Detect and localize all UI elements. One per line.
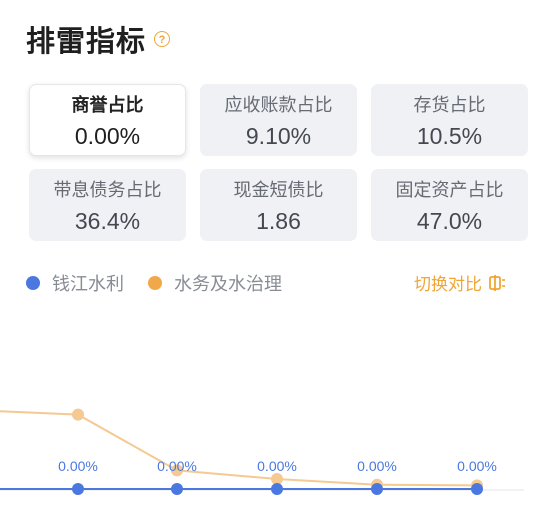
switch-compare-button[interactable]: 切换对比 bbox=[414, 270, 506, 295]
metric-label: 存货占比 bbox=[413, 94, 486, 115]
metric-grid: 商誉占比 0.00% 应收账款占比 9.10% 存货占比 10.5% 带息债务占… bbox=[29, 84, 528, 241]
data-label: 0.00% bbox=[157, 458, 197, 474]
metric-value: 36.4% bbox=[74, 207, 141, 234]
company-point bbox=[171, 483, 183, 495]
metric-label: 应收账款占比 bbox=[224, 94, 333, 115]
metric-label: 带息债务占比 bbox=[53, 179, 162, 200]
metric-card-receivables[interactable]: 应收账款占比 9.10% bbox=[200, 84, 357, 156]
legend-dot-icon bbox=[26, 276, 40, 290]
industry-point bbox=[171, 464, 183, 477]
metric-value: 10.5% bbox=[416, 122, 483, 149]
industry-point bbox=[72, 408, 84, 421]
metric-card-cash-short-debt[interactable]: 现金短债比 1.86 bbox=[200, 169, 357, 241]
chart-legend: 钱江水利 水务及水治理 bbox=[26, 270, 306, 296]
legend-label: 钱江水利 bbox=[52, 274, 124, 294]
industry-point bbox=[271, 472, 283, 485]
metric-value: 47.0% bbox=[416, 207, 483, 234]
switch-compare-label: 切换对比 bbox=[414, 275, 482, 294]
metric-card-goodwill[interactable]: 商誉占比 0.00% bbox=[29, 84, 186, 156]
metric-card-fixed-assets[interactable]: 固定资产占比 47.0% bbox=[371, 169, 528, 241]
legend-item-industry[interactable]: 水务及水治理 bbox=[148, 270, 282, 296]
legend-dot-icon bbox=[148, 276, 162, 290]
company-point bbox=[72, 483, 84, 495]
data-label: 0.00% bbox=[257, 458, 297, 474]
metric-value: 0.00% bbox=[74, 122, 141, 149]
legend-item-company[interactable]: 钱江水利 bbox=[26, 270, 124, 296]
metric-label: 现金短债比 bbox=[233, 179, 324, 200]
company-point bbox=[471, 483, 483, 495]
data-label: 0.00% bbox=[58, 458, 98, 474]
company-point bbox=[371, 483, 383, 495]
company-point bbox=[271, 483, 283, 495]
metric-label: 固定资产占比 bbox=[395, 179, 504, 200]
metric-card-interest-debt[interactable]: 带息债务占比 36.4% bbox=[29, 169, 186, 241]
metric-card-inventory[interactable]: 存货占比 10.5% bbox=[371, 84, 528, 156]
title-row: 排雷指标 ? bbox=[26, 18, 171, 60]
legend-label: 水务及水治理 bbox=[174, 274, 282, 294]
metric-label: 商誉占比 bbox=[71, 94, 144, 115]
trend-chart: 0.00% 0.00% 0.00% 0.00% 0.00% bbox=[0, 408, 524, 495]
metric-value: 1.86 bbox=[256, 207, 301, 234]
page-title: 排雷指标 bbox=[26, 26, 147, 58]
metric-value: 9.10% bbox=[245, 122, 312, 149]
switch-compare-icon bbox=[489, 274, 505, 291]
question-circle-icon[interactable]: ? bbox=[154, 31, 171, 47]
data-label: 0.00% bbox=[357, 458, 397, 474]
series-line-industry bbox=[0, 410, 478, 487]
data-label: 0.00% bbox=[457, 458, 497, 474]
